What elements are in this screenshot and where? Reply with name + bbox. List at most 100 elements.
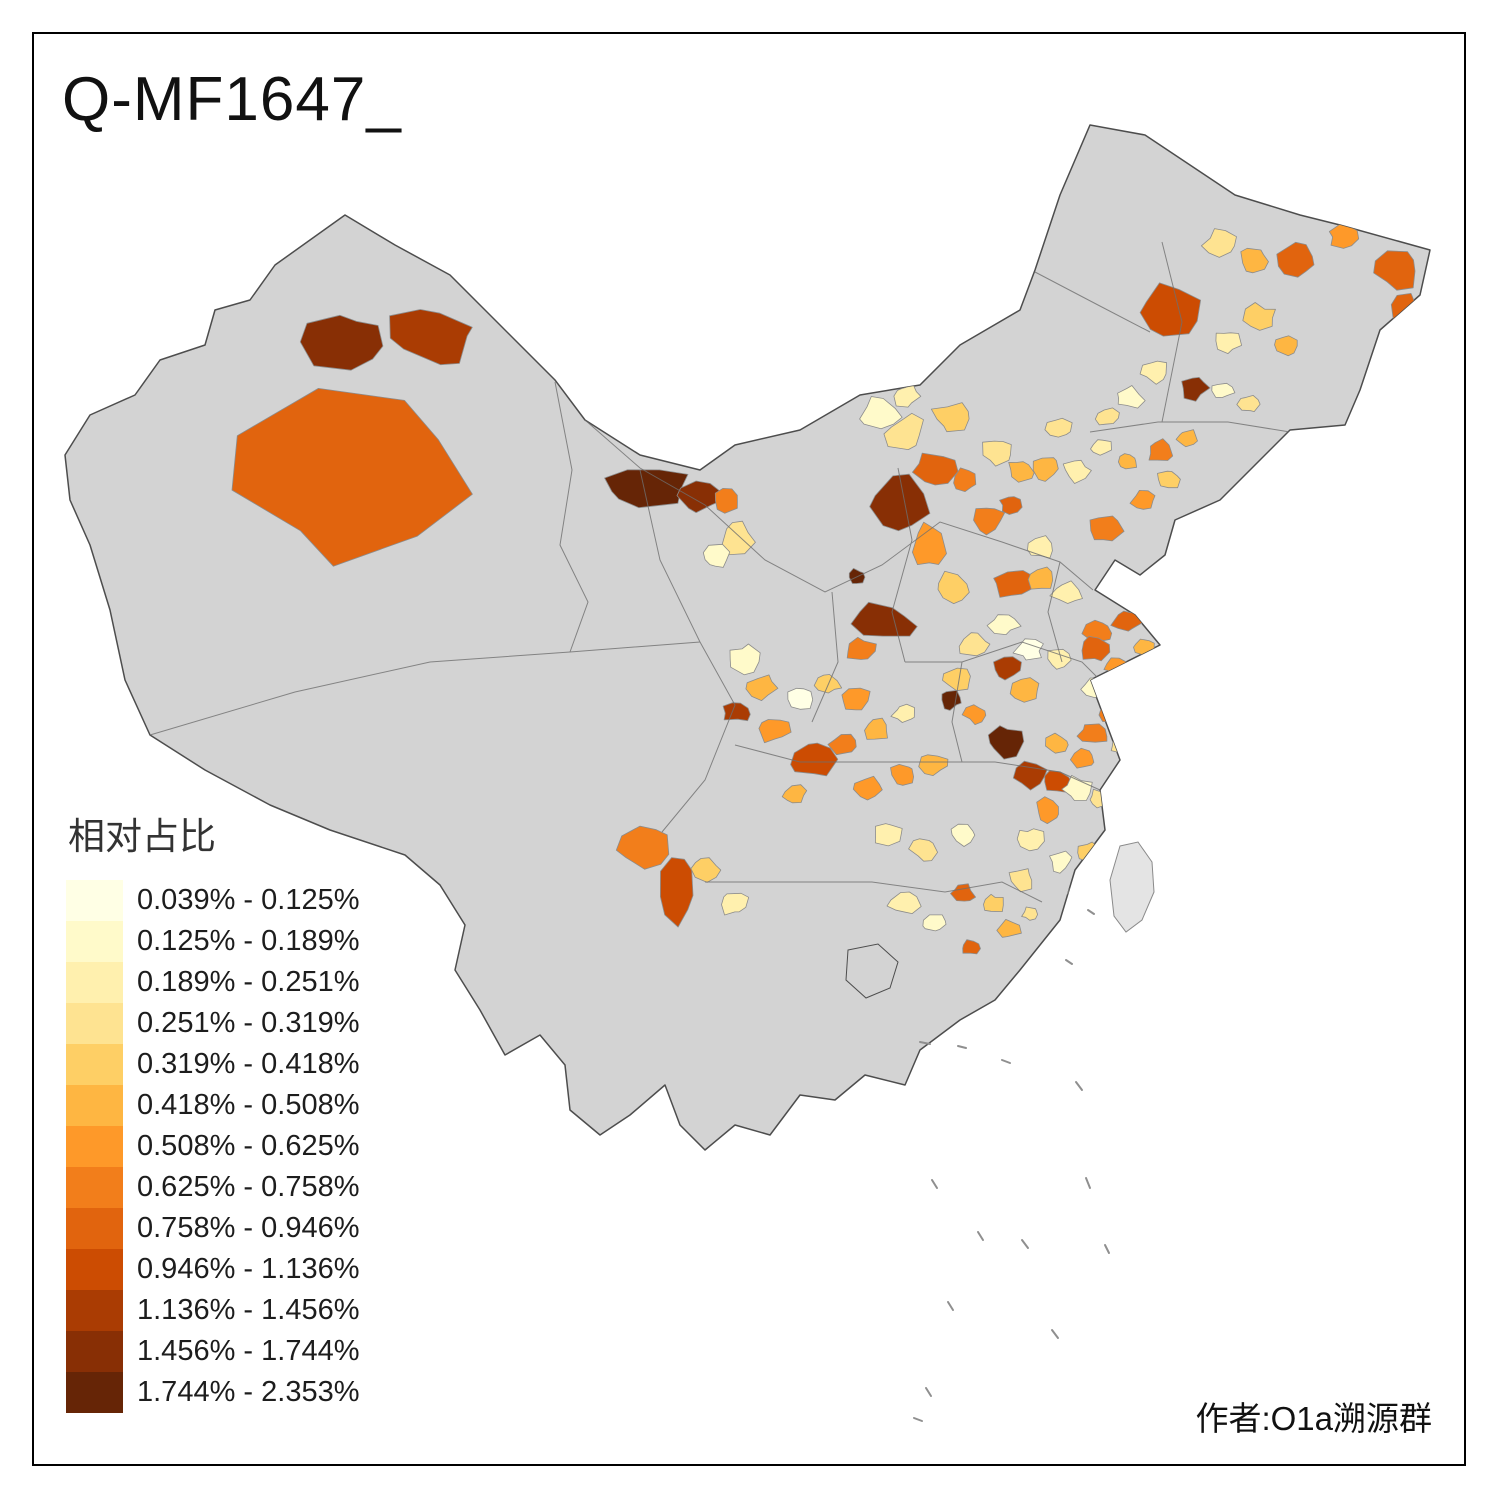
legend-swatch	[66, 1044, 123, 1085]
map-region	[1240, 247, 1269, 274]
map-region	[996, 919, 1022, 938]
map-region	[999, 496, 1023, 515]
legend-item: 0.039% - 0.125%	[66, 880, 359, 921]
legend-item: 0.946% - 1.136%	[66, 1249, 359, 1290]
south-china-sea-islands	[913, 909, 1110, 1422]
map-region	[1032, 457, 1059, 482]
map-region	[958, 632, 991, 657]
map-region	[850, 601, 918, 637]
map-region	[1070, 747, 1095, 769]
legend-swatch	[66, 1167, 123, 1208]
map-region	[922, 914, 947, 932]
map-region	[299, 314, 384, 371]
legend-item: 0.625% - 0.758%	[66, 1167, 359, 1208]
legend-label: 1.744% - 2.353%	[137, 1376, 360, 1408]
map-region	[1094, 407, 1120, 426]
map-region	[1090, 439, 1112, 456]
map-region	[961, 704, 987, 725]
map-region	[615, 825, 670, 870]
map-region	[848, 568, 866, 584]
map-region	[1129, 678, 1152, 698]
map-region	[721, 520, 756, 556]
legend-label: 0.039% - 0.125%	[137, 884, 360, 916]
legend-item: 0.758% - 0.946%	[66, 1208, 359, 1249]
legend-item: 1.456% - 1.744%	[66, 1331, 359, 1372]
map-region	[827, 733, 857, 756]
legend-label: 0.251% - 0.319%	[137, 1007, 360, 1039]
map-region	[1242, 302, 1276, 331]
map-region	[1181, 377, 1211, 402]
map-region	[231, 388, 473, 567]
map-region	[942, 667, 971, 692]
legend-swatch	[66, 1249, 123, 1290]
map-region	[1009, 677, 1040, 703]
map-region	[813, 674, 843, 694]
legend-label: 1.456% - 1.744%	[137, 1335, 360, 1367]
legend-swatch	[66, 880, 123, 921]
map-region	[1089, 515, 1125, 542]
legend-swatch	[66, 1208, 123, 1249]
legend: 相对占比 0.039% - 0.125% 0.125% - 0.189% 0.189…	[66, 806, 359, 1413]
taiwan-island	[1109, 841, 1155, 933]
map-region	[937, 570, 970, 604]
map-region	[908, 838, 938, 862]
legend-swatch	[66, 962, 123, 1003]
map-region	[993, 656, 1022, 681]
map-region	[604, 469, 689, 509]
map-region	[869, 473, 931, 532]
map-region	[1215, 332, 1242, 354]
legend-title: 相对占比	[68, 816, 216, 857]
legend-swatch	[66, 1085, 123, 1126]
map-region	[1175, 429, 1198, 448]
map-region	[1373, 250, 1416, 291]
legend-label: 0.758% - 0.946%	[137, 1212, 360, 1244]
map-region	[953, 467, 977, 492]
map-region	[1012, 638, 1044, 661]
map-region	[982, 440, 1012, 467]
legend-swatch	[66, 1290, 123, 1331]
map-region	[1062, 459, 1092, 484]
map-region	[1045, 732, 1069, 754]
map-region	[987, 725, 1025, 760]
map-region	[986, 614, 1022, 635]
map-region	[714, 488, 738, 514]
legend-item: 1.744% - 2.353%	[66, 1372, 359, 1413]
map-region	[973, 507, 1006, 536]
map-region	[886, 891, 922, 914]
map-region	[1036, 796, 1059, 824]
legend-swatch	[66, 1126, 123, 1167]
map-region	[993, 570, 1034, 598]
legend-swatch	[66, 1331, 123, 1372]
legend-swatch	[66, 1372, 123, 1413]
province-borders	[149, 241, 1291, 903]
legend-label: 0.319% - 0.418%	[137, 1048, 360, 1080]
legend-label: 0.125% - 0.189%	[137, 925, 360, 957]
map-region	[1081, 636, 1111, 662]
map-region	[758, 719, 792, 744]
map-region	[1044, 417, 1073, 438]
map-region	[841, 687, 871, 711]
map-region	[846, 636, 877, 660]
legend-swatch	[66, 1003, 123, 1044]
map-region	[859, 396, 903, 430]
map-region	[1274, 335, 1298, 357]
legend-label: 1.136% - 1.456%	[137, 1294, 360, 1326]
legend-swatch	[66, 921, 123, 962]
hainan-island	[845, 943, 899, 999]
map-region	[1236, 395, 1261, 412]
map-region	[1276, 241, 1315, 278]
legend-label: 0.508% - 0.625%	[137, 1130, 360, 1162]
legend-label: 0.946% - 1.136%	[137, 1253, 360, 1285]
map-region	[1139, 282, 1201, 337]
legend-label: 0.418% - 0.508%	[137, 1089, 360, 1121]
map-region	[890, 703, 915, 723]
map-region	[1118, 453, 1137, 470]
map-region	[787, 687, 814, 710]
map-region	[950, 823, 976, 847]
map-region	[745, 674, 779, 701]
legend-item: 0.508% - 0.625%	[66, 1126, 359, 1167]
map-region	[1076, 723, 1108, 743]
map-region	[962, 939, 981, 955]
map-region	[852, 775, 883, 801]
